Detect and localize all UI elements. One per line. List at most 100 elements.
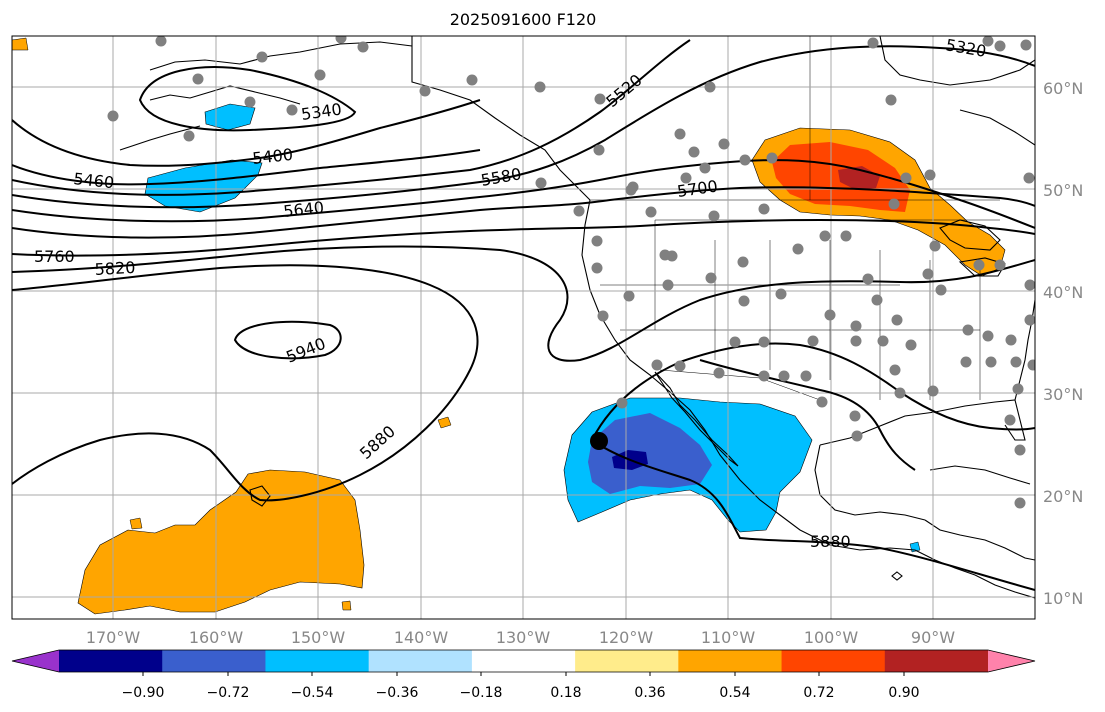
colorbar-segment [162,650,266,672]
station-dot [708,210,720,222]
longitude-label-group: 170°W 160°W 150°W 140°W 130°W 120°W 110°… [86,628,955,647]
longitude-label: 130°W [496,628,551,647]
colorbar-segment [265,650,370,672]
station-dot [623,290,635,302]
negative-anomaly-east-pacific-core [588,413,712,494]
station-dot [819,230,831,242]
station-dot [591,235,603,247]
station-dot [824,309,836,321]
station-dot [534,81,546,93]
graticule [12,36,1035,619]
contour-label: 5760 [34,247,75,266]
station-dot [419,85,431,97]
station-dot [900,172,912,184]
station-dot [627,181,639,193]
station-dot [244,96,256,108]
station-dot [597,310,609,322]
colorbar-segment [368,650,473,672]
station-dot [256,51,268,63]
longitude-label: 140°W [394,628,449,647]
latitude-label: 50°N [1043,181,1083,200]
station-dot [1014,497,1026,509]
station-dot [962,324,974,336]
station-dot [183,130,195,142]
station-dot [973,259,985,271]
latitude-label: 30°N [1043,385,1083,404]
station-dot [688,146,700,158]
station-dot [739,154,751,166]
station-dot [1005,334,1017,346]
colorbar-tick-label: −0.18 [460,685,503,701]
station-dot [850,335,862,347]
station-dot [850,320,862,332]
station-dot [840,230,852,242]
station-dot [616,397,628,409]
station-dot [718,138,730,150]
latitude-label: 40°N [1043,283,1083,302]
station-dot [851,430,863,442]
station-dot [1014,444,1026,456]
station-dot [535,177,547,189]
station-dot [758,336,770,348]
station-dot [591,262,603,274]
longitude-label: 170°W [86,628,141,647]
station-dot [651,359,663,371]
longitude-label: 150°W [291,628,346,647]
station-dot [192,73,204,85]
station-dot [871,294,883,306]
station-dot [924,169,936,181]
station-dot [862,273,874,285]
station-dot [960,356,972,368]
colorbar-segment [59,650,163,672]
colorbar-segment [781,650,886,672]
station-dot [935,284,947,296]
contour-label: 5880 [810,532,851,551]
contour-label: 5820 [94,258,136,279]
colorbar-outline [11,649,1036,673]
station-dot [929,240,941,252]
map-frame [11,35,1036,620]
station-dot [792,243,804,255]
coastlines [119,36,1035,599]
latitude-label: 10°N [1043,589,1083,608]
colorbar-tick-label: −0.54 [291,685,334,701]
station-dot [738,295,750,307]
colorbar-tick-label: 0.72 [803,685,834,701]
station-dot [1012,383,1024,395]
colorbar-segment [884,650,989,672]
colorbar-tick-label: 0.18 [550,685,581,701]
station-dot [286,104,298,116]
station-dot [800,370,812,382]
colorbar-segment [471,650,576,672]
station-dot [1004,414,1016,426]
station-dot [889,364,901,376]
longitude-label: 110°W [701,628,756,647]
station-dot [905,339,917,351]
station-dot [758,203,770,215]
map-panel: 5340 5400 5460 5520 5580 5640 5700 5760 … [12,36,1035,619]
station-dot [573,205,585,217]
contour-label: 5400 [251,145,293,168]
colorbar-tick-label: −0.90 [122,685,165,701]
station-dot [674,128,686,140]
colorbar-tick-label: −0.36 [376,685,419,701]
latitude-label: 60°N [1043,79,1083,98]
station-dot [737,256,749,268]
positive-anomaly-spot [437,416,452,429]
station-dot [891,314,903,326]
station-dot [807,335,819,347]
height-contours [12,39,1035,591]
station-markers [107,36,1035,509]
station-dot [713,367,725,379]
colorbar-tick-label: −0.72 [207,685,250,701]
station-dot [357,41,369,53]
station-dot [699,162,711,174]
longitude-label: 120°W [599,628,654,647]
colorbar [11,649,1036,676]
station-dot [335,36,347,44]
longitude-label: 100°W [804,628,859,647]
latitude-label: 20°N [1043,487,1083,506]
station-dot [662,279,674,291]
station-dot [849,410,861,422]
